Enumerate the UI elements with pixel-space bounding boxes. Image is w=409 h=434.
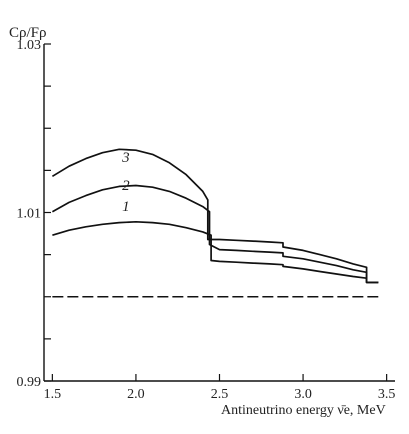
series-line-1 bbox=[52, 220, 379, 284]
series-label-1: 1 bbox=[122, 199, 130, 215]
x-tick-label: 1.5 bbox=[44, 387, 62, 402]
x-axis-label: Antineutrino energy ν̄e, MeV bbox=[221, 403, 386, 418]
x-tick-label: 3.5 bbox=[378, 387, 396, 402]
x-tick-label: 2.0 bbox=[127, 387, 145, 402]
y-tick-label: 1.03 bbox=[17, 38, 42, 53]
axes bbox=[43, 44, 395, 382]
ticks: 0.99 1.01 1.03 1.5 2.0 2.5 3.0 3.5 bbox=[17, 38, 396, 402]
series-line-2 bbox=[51, 184, 379, 284]
series-line-3 bbox=[51, 148, 379, 284]
y-tick-label: 0.99 bbox=[17, 375, 42, 390]
y-tick-label: 1.01 bbox=[17, 207, 42, 222]
labels: 1 2 3 bbox=[121, 150, 130, 215]
series-layer bbox=[51, 148, 379, 298]
x-tick-label: 3.0 bbox=[294, 387, 312, 402]
y-axis-label: Cρ/Fρ bbox=[9, 25, 47, 41]
series-label-2: 2 bbox=[122, 178, 130, 194]
series-label-3: 3 bbox=[121, 150, 130, 166]
x-tick-label: 2.5 bbox=[211, 387, 229, 402]
